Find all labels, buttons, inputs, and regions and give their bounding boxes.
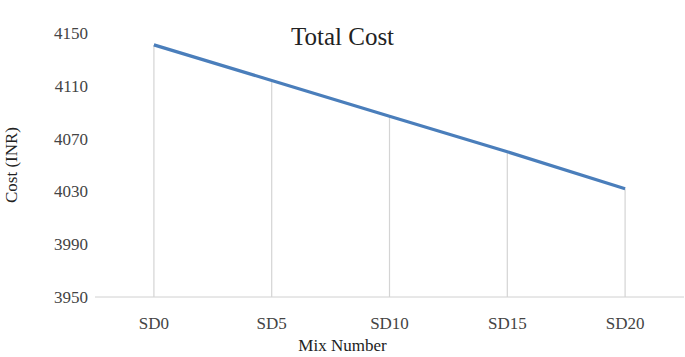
y-tick-label: 3950 <box>54 288 88 307</box>
drop-line <box>389 116 390 297</box>
y-tick <box>91 191 95 192</box>
drop-line <box>624 189 625 297</box>
y-tick <box>91 33 95 34</box>
drop-line <box>507 152 508 297</box>
y-axis-label: Cost (INR) <box>2 127 21 203</box>
y-tick-label: 4030 <box>54 182 88 201</box>
y-tick <box>91 138 95 139</box>
x-tick-label: SD5 <box>257 314 287 333</box>
y-tick-label: 4150 <box>54 24 88 43</box>
y-tick-label: 4110 <box>55 77 88 96</box>
drop-line <box>153 45 154 297</box>
drop-line <box>271 81 272 297</box>
x-tick-label: SD15 <box>488 314 527 333</box>
y-tick <box>91 297 95 298</box>
x-tick-label: SD0 <box>139 314 169 333</box>
x-tick-label: SD20 <box>606 314 645 333</box>
x-axis-label: Mix Number <box>298 336 387 355</box>
data-line <box>154 45 625 189</box>
x-tick-label: SD10 <box>370 314 409 333</box>
y-tick-label: 3990 <box>54 235 88 254</box>
y-tick <box>91 244 95 245</box>
y-tick <box>91 85 95 86</box>
chart-title: Total Cost <box>291 23 394 50</box>
chart-svg: Total Cost 3950 3990 4030 4070 4110 4150 Cost (… <box>0 0 685 357</box>
chart-container: Total Cost 3950 3990 4030 4070 4110 4150 Cost (… <box>0 0 685 357</box>
plot-area <box>154 45 625 297</box>
y-tick-label: 4070 <box>54 130 88 149</box>
